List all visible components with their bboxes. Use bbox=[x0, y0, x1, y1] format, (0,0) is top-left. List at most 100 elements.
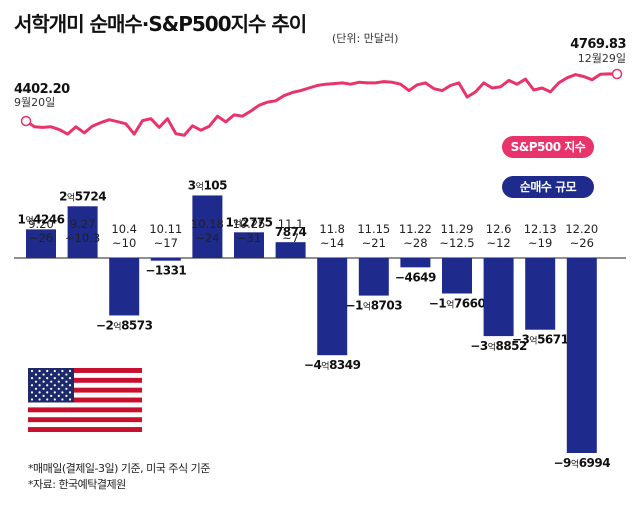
flag-star bbox=[50, 380, 53, 383]
flag-star bbox=[50, 394, 53, 398]
flag-star bbox=[68, 391, 72, 394]
bar-12 bbox=[483, 258, 514, 337]
x-tick-label: 11.29 ~12.5 bbox=[439, 222, 474, 250]
flag-star bbox=[38, 369, 41, 373]
data-label: −9억6994 bbox=[554, 456, 611, 470]
bar-7 bbox=[275, 242, 306, 258]
bar-2 bbox=[67, 206, 98, 258]
flag-stripe bbox=[28, 377, 142, 384]
x-tick-label: 10.25 ~31 bbox=[233, 217, 266, 245]
flag-star bbox=[61, 391, 64, 394]
data-label: 3억105 bbox=[188, 178, 227, 192]
flag-stripe bbox=[28, 372, 142, 379]
bar-1 bbox=[26, 229, 56, 258]
flag-stripe bbox=[28, 407, 142, 413]
flag-star bbox=[34, 380, 38, 383]
flag-star bbox=[38, 391, 41, 394]
flag-star bbox=[34, 373, 38, 376]
flag-stripe bbox=[28, 422, 142, 428]
bar-3 bbox=[109, 258, 140, 316]
data-label: 1억4246 bbox=[17, 212, 64, 226]
sp500-start-date: 9월20일 bbox=[14, 95, 55, 109]
flag-star bbox=[42, 380, 45, 383]
footnote-source: *자료: 한국예탁결제원 bbox=[28, 478, 126, 491]
flag-star bbox=[68, 369, 72, 373]
x-tick-label: 10.11 ~17 bbox=[149, 222, 182, 250]
flag-star bbox=[38, 398, 41, 401]
flag-stripe bbox=[28, 368, 142, 374]
sp500-start-value: 4402.20 bbox=[14, 82, 70, 97]
x-tick-label: 9.20 ~26 bbox=[28, 217, 54, 245]
flag-star bbox=[68, 384, 72, 387]
data-label: −3억8852 bbox=[470, 339, 527, 353]
flag-star bbox=[61, 384, 64, 387]
flag-star bbox=[65, 387, 68, 390]
data-label: 7874 bbox=[275, 225, 307, 239]
data-label: −1331 bbox=[145, 264, 186, 278]
bar-10 bbox=[400, 258, 431, 268]
flag-stripe bbox=[28, 412, 142, 418]
flag-star bbox=[53, 391, 56, 394]
x-tick-label: 9.27 ~10.3 bbox=[65, 217, 100, 245]
x-tick-label: 11.15 ~21 bbox=[357, 222, 390, 250]
data-label: −4649 bbox=[395, 270, 436, 284]
legend-sp500: S&P500 지수 bbox=[502, 136, 594, 158]
chart-title: 서학개미 순매수·S&P500지수 추이 bbox=[14, 12, 307, 36]
flag-canton bbox=[28, 368, 74, 403]
bar-9 bbox=[358, 258, 389, 296]
x-tick-label: 12.13 ~19 bbox=[524, 222, 557, 250]
bar-14 bbox=[566, 258, 597, 453]
flag-stripe bbox=[28, 427, 142, 432]
bar-4 bbox=[150, 258, 181, 261]
flag-stripe bbox=[28, 402, 142, 408]
flag-star bbox=[65, 394, 68, 398]
x-tick-label: 11.22 ~28 bbox=[399, 222, 432, 250]
flag-star bbox=[46, 398, 49, 401]
data-label: 1억2775 bbox=[225, 215, 272, 229]
flag-star bbox=[68, 398, 72, 401]
flag-stripe bbox=[28, 382, 142, 388]
flag-star bbox=[57, 373, 60, 376]
sp500-start-marker bbox=[20, 115, 32, 127]
flag-star bbox=[53, 369, 56, 373]
footnote-basis: *매매일(결제일-3일) 기준, 미국 주식 기준 bbox=[28, 462, 210, 475]
flag-star bbox=[30, 369, 34, 373]
x-tick-label: 12.20 ~26 bbox=[565, 222, 598, 250]
bar-6 bbox=[234, 232, 264, 258]
flag-star bbox=[68, 377, 72, 380]
x-tick-label: 10.4 ~10 bbox=[111, 222, 137, 250]
flag-star bbox=[30, 384, 34, 387]
flag-star bbox=[57, 380, 60, 383]
flag-star bbox=[57, 394, 60, 398]
flag-star bbox=[34, 394, 38, 398]
sp500-end-value: 4769.83 bbox=[570, 37, 626, 52]
data-label: −1억7660 bbox=[429, 297, 486, 311]
flag-star bbox=[50, 373, 53, 376]
sp500-end-date: 12월29일 bbox=[578, 51, 626, 65]
sp500-end-marker bbox=[611, 68, 623, 80]
flag-star bbox=[61, 369, 64, 373]
flag-star bbox=[42, 387, 45, 390]
flag-star bbox=[30, 391, 34, 394]
x-tick-label: 11.8 ~14 bbox=[319, 222, 345, 250]
x-tick-label: 10.18 ~24 bbox=[191, 217, 224, 245]
bar-8 bbox=[317, 258, 348, 356]
flag-star bbox=[46, 391, 49, 394]
legend-net-buy: 순매수 규모 bbox=[502, 176, 594, 198]
flag-star bbox=[53, 384, 56, 387]
data-label: −4억8349 bbox=[304, 358, 361, 372]
flag-star bbox=[30, 398, 34, 401]
flag-star bbox=[42, 394, 45, 398]
flag-star bbox=[53, 398, 56, 401]
flag-star bbox=[46, 384, 49, 387]
bar-13 bbox=[525, 258, 556, 330]
flag-star bbox=[61, 377, 64, 380]
flag-star bbox=[46, 377, 49, 380]
flag-star bbox=[65, 380, 68, 383]
data-label: −2억8573 bbox=[96, 318, 153, 332]
sp500-line bbox=[24, 72, 619, 137]
x-tick-label: 12.6 ~12 bbox=[486, 222, 512, 250]
flag-star bbox=[42, 373, 45, 376]
bar-5 bbox=[192, 195, 223, 258]
